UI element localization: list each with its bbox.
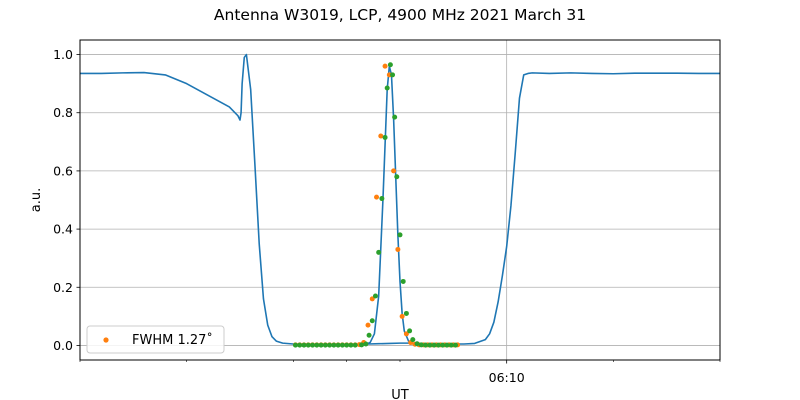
- scatter-point-2: [391, 168, 397, 174]
- scatter-point-3: [392, 114, 398, 120]
- scatter-point-3: [384, 85, 390, 91]
- scatter-point-3: [352, 342, 358, 348]
- y-tick-label: 0.2: [53, 280, 73, 295]
- series-line-1: [336, 65, 430, 346]
- x-tick-label: 06:10: [489, 370, 525, 385]
- scatter-point-3: [369, 318, 375, 324]
- scatter-point-3: [414, 341, 420, 347]
- scatter-point-3: [292, 342, 298, 348]
- scatter-point-3: [366, 332, 372, 338]
- scatter-point-3: [344, 342, 350, 348]
- scatter-point-3: [427, 342, 433, 348]
- scatter-point-3: [448, 342, 454, 348]
- y-tick-label: 0.4: [53, 222, 73, 237]
- scatter-point-3: [314, 342, 320, 348]
- x-axis: 06:10: [79, 360, 721, 385]
- scatter-point-3: [331, 342, 337, 348]
- scatter-point-3: [348, 342, 354, 348]
- scatter-point-3: [444, 342, 450, 348]
- scatter-point-3: [335, 342, 341, 348]
- grid-lines: [80, 40, 720, 360]
- scatter-point-3: [435, 342, 441, 348]
- scatter-point-2: [399, 313, 405, 319]
- scatter-point-3: [359, 342, 365, 348]
- series-line-0: [80, 53, 720, 346]
- y-tick-label: 0.8: [53, 105, 73, 120]
- scatter-point-2: [382, 63, 388, 69]
- scatter-point-2: [378, 133, 384, 139]
- y-axis: 0.0 0.2 0.4 0.6 0.8 1.0: [53, 47, 80, 353]
- chart-title: Antenna W3019, LCP, 4900 MHz 2021 March …: [214, 6, 586, 24]
- scatter-point-3: [339, 342, 345, 348]
- scatter-point-3: [372, 293, 378, 299]
- legend-label: FWHM 1.27˚: [132, 332, 213, 348]
- scatter-point-3: [387, 62, 393, 68]
- scatter-point-2: [403, 331, 409, 337]
- scatter-point-3: [297, 342, 303, 348]
- scatter-point-3: [376, 249, 382, 255]
- scatter-point-3: [390, 72, 396, 78]
- plot-frame: [79, 39, 721, 361]
- scatter-point-3: [394, 174, 400, 180]
- scatter-point-2: [374, 194, 380, 200]
- scatter-point-3: [452, 342, 458, 348]
- x-axis-label: UT: [391, 388, 409, 400]
- scatter-point-3: [379, 196, 385, 202]
- legend: FWHM 1.27˚: [86, 325, 225, 354]
- scatter-point-3: [382, 134, 388, 140]
- series-layer: [80, 53, 720, 348]
- plot-area: [80, 53, 720, 348]
- y-tick-label: 0.0: [53, 338, 73, 353]
- scatter-point-3: [310, 342, 316, 348]
- scatter-point-3: [318, 342, 324, 348]
- y-tick-label: 1.0: [53, 47, 73, 62]
- y-axis-label: a.u.: [29, 188, 44, 212]
- legend-marker: [103, 337, 109, 343]
- scatter-point-3: [397, 232, 403, 238]
- scatter-point-3: [431, 342, 437, 348]
- scatter-point-3: [327, 342, 333, 348]
- scatter-point-3: [440, 342, 446, 348]
- scatter-point-3: [400, 278, 406, 284]
- scatter-point-3: [322, 342, 328, 348]
- scatter-point-3: [305, 342, 311, 348]
- scatter-point-3: [407, 328, 413, 334]
- scatter-point-3: [363, 341, 369, 347]
- scatter-point-3: [301, 342, 307, 348]
- scatter-point-3: [403, 310, 409, 316]
- scatter-point-2: [369, 296, 375, 302]
- scatter-point-3: [423, 342, 429, 348]
- scatter-point-3: [418, 342, 424, 348]
- legend-box: [86, 325, 225, 354]
- scatter-point-2: [395, 246, 401, 252]
- scatter-point-2: [365, 322, 371, 328]
- y-tick-label: 0.6: [53, 163, 73, 178]
- scatter-point-3: [410, 337, 416, 343]
